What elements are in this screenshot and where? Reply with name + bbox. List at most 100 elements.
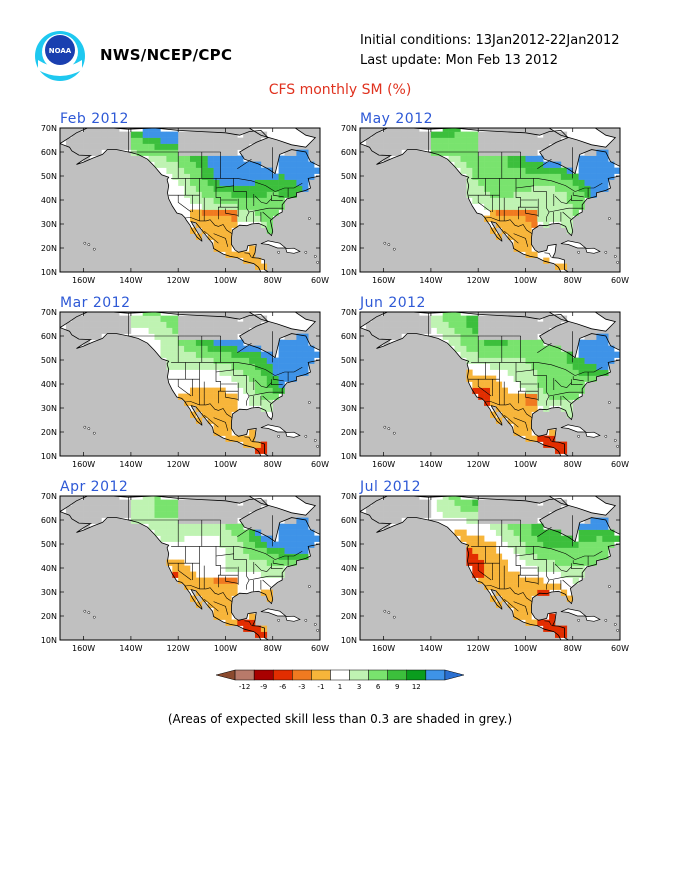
lat-tick-label: 30N xyxy=(41,220,57,229)
lat-tick-label: 20N xyxy=(341,244,357,253)
lat-tick-label: 40N xyxy=(41,196,57,205)
colorbar-tick-label: -6 xyxy=(279,683,287,691)
map-canvas: 70N 60N 50N 40N 30N 20N 10N 160W 140W 120W 100W 80W… xyxy=(341,308,629,469)
anomaly-cells xyxy=(65,312,320,454)
political-borders xyxy=(128,129,303,258)
lon-tick-label: 120W xyxy=(167,644,190,653)
initial-conditions: Initial conditions: 13Jan2012-22Jan2012 xyxy=(360,33,620,48)
lat-tick-label: 30N xyxy=(341,404,357,413)
island xyxy=(260,424,287,433)
lat-tick-label: 50N xyxy=(341,356,357,365)
colorbar-tick-label: 9 xyxy=(395,683,399,691)
lat-tick-label: 20N xyxy=(41,612,57,621)
lon-tick-label: 60W xyxy=(611,276,629,285)
colorbar-tick-label: -3 xyxy=(298,683,305,691)
coastline xyxy=(60,128,320,272)
lat-tick-label: 20N xyxy=(41,244,57,253)
lat-tick-label: 20N xyxy=(341,612,357,621)
lat-tick-label: 30N xyxy=(341,588,357,597)
lat-tick-label: 20N xyxy=(41,428,57,437)
lon-tick-label: 60W xyxy=(611,644,629,653)
lon-tick-label: 80W xyxy=(564,460,582,469)
lon-tick-label: 60W xyxy=(611,460,629,469)
coastline xyxy=(360,312,620,456)
island xyxy=(585,247,601,254)
lat-tick-label: 10N xyxy=(341,452,357,461)
lon-tick-label: 140W xyxy=(119,644,142,653)
lat-tick-label: 30N xyxy=(41,404,57,413)
lon-tick-label: 80W xyxy=(264,276,282,285)
colorbar-tick-label: 1 xyxy=(338,683,342,691)
anomaly-cells xyxy=(365,312,620,454)
lat-tick-label: 70N xyxy=(41,124,57,133)
political-borders xyxy=(428,129,603,258)
map-panel-5: Apr 2012 70N 60N 50N 40N 30N 20N 10N 160W 140W 12… xyxy=(41,479,329,656)
island xyxy=(260,608,287,617)
coastline xyxy=(360,128,620,272)
lat-tick-label: 30N xyxy=(41,588,57,597)
lon-tick-label: 140W xyxy=(419,460,442,469)
colorbar-tick-label: 3 xyxy=(357,683,361,691)
lon-tick-label: 80W xyxy=(264,644,282,653)
lat-tick-label: 60N xyxy=(341,516,357,525)
lat-tick-label: 40N xyxy=(341,196,357,205)
main-title: CFS monthly SM (%) xyxy=(268,82,412,98)
lon-tick-label: 140W xyxy=(119,460,142,469)
panel-title: Jun 2012 xyxy=(360,295,426,311)
colorbar-tick-label: -12 xyxy=(239,683,250,691)
colorbar-arrow-right xyxy=(444,669,465,681)
island xyxy=(285,247,301,254)
island xyxy=(560,608,587,617)
political-borders xyxy=(128,313,303,442)
island xyxy=(260,240,287,249)
lon-tick-label: 100W xyxy=(514,276,537,285)
lon-tick-label: 120W xyxy=(467,276,490,285)
lon-tick-label: 160W xyxy=(372,460,395,469)
panel-title: May 2012 xyxy=(360,111,434,127)
lat-tick-label: 10N xyxy=(41,452,57,461)
lat-tick-label: 50N xyxy=(41,356,57,365)
lon-tick-label: 140W xyxy=(419,276,442,285)
panel-title: Jul 2012 xyxy=(360,479,421,495)
lon-tick-label: 100W xyxy=(214,460,237,469)
lat-tick-label: 40N xyxy=(41,380,57,389)
map-panel-1: Feb 2012 70N 60N 50N 40N 30N 20N 10N 160W 140W 12… xyxy=(41,111,329,288)
lon-tick-label: 100W xyxy=(214,276,237,285)
map-panel-6: Jul 2012 70N 60N 50N 40N 30N 20N 10N 160W 140W 12… xyxy=(341,479,629,656)
lat-tick-label: 60N xyxy=(341,332,357,341)
logo-text: NOAA xyxy=(49,47,72,55)
lat-tick-label: 20N xyxy=(341,428,357,437)
lat-tick-label: 70N xyxy=(41,492,57,501)
lon-tick-label: 60W xyxy=(311,644,329,653)
lon-tick-label: 120W xyxy=(467,460,490,469)
lat-tick-label: 40N xyxy=(41,564,57,573)
lon-tick-label: 60W xyxy=(311,460,329,469)
colorbar-swatch xyxy=(330,669,350,681)
lat-tick-label: 60N xyxy=(41,148,57,157)
anomaly-cells xyxy=(365,128,620,270)
political-borders xyxy=(428,313,603,442)
lat-tick-label: 40N xyxy=(341,564,357,573)
lon-tick-label: 80W xyxy=(264,460,282,469)
lat-tick-label: 50N xyxy=(41,172,57,181)
lat-tick-label: 50N xyxy=(41,540,57,549)
lat-tick-label: 50N xyxy=(341,540,357,549)
colorbar-swatch xyxy=(425,669,446,681)
lon-tick-label: 160W xyxy=(72,644,95,653)
colorbar-tick-label: -9 xyxy=(260,683,267,691)
map-canvas: 70N 60N 50N 40N 30N 20N 10N 160W 140W 120W 100W 80W… xyxy=(41,308,329,469)
panel-title: Mar 2012 xyxy=(60,295,131,311)
political-borders xyxy=(128,497,303,626)
colorbar-swatch xyxy=(368,669,388,681)
map-canvas: 70N 60N 50N 40N 30N 20N 10N 160W 140W 120W 100W 80W… xyxy=(41,124,329,285)
island xyxy=(560,424,587,433)
coastline xyxy=(60,496,320,640)
lon-tick-label: 100W xyxy=(214,644,237,653)
colorbar: -12 -9 -6 -3 -1 1 3 6 9 12 xyxy=(215,669,465,691)
lon-tick-label: 140W xyxy=(119,276,142,285)
colorbar-tick-label: 6 xyxy=(376,683,381,691)
lat-tick-label: 10N xyxy=(341,636,357,645)
colorbar-tick-label: -1 xyxy=(317,683,324,691)
colorbar-swatch xyxy=(406,669,427,681)
lon-tick-label: 80W xyxy=(564,276,582,285)
